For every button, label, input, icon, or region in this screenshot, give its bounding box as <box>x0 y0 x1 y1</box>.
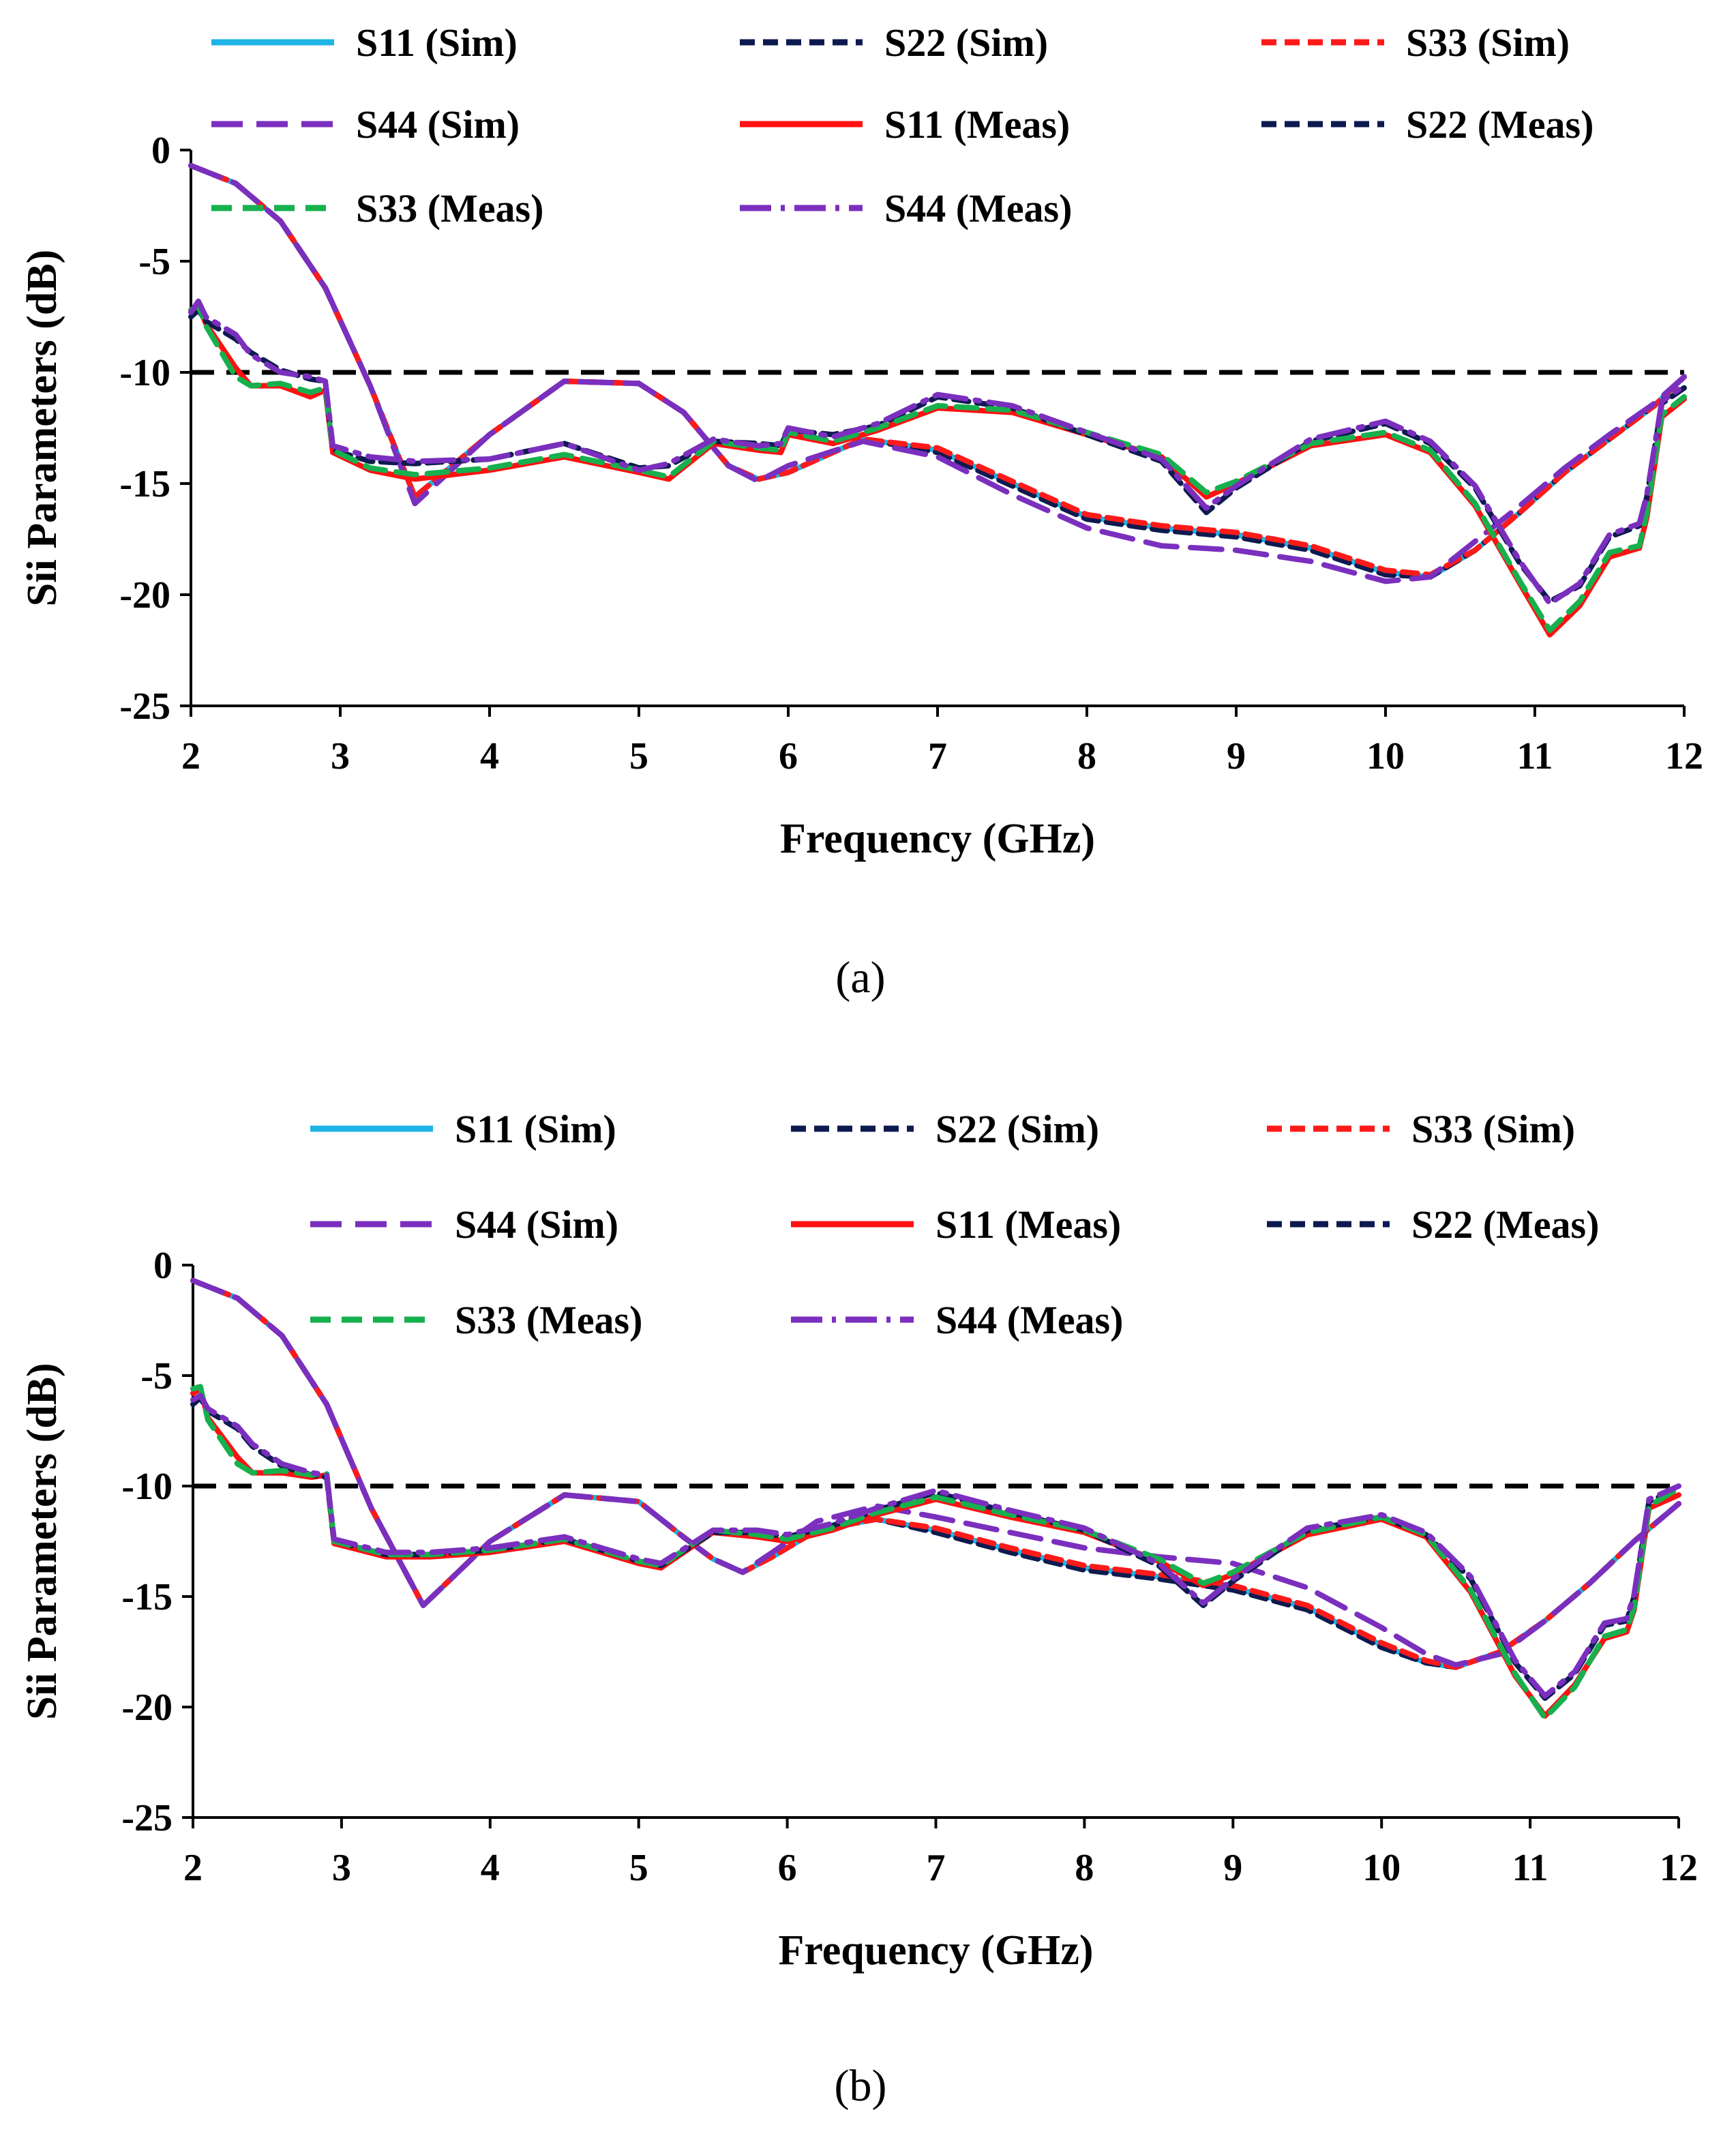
y-tick-label: -25 <box>119 685 170 728</box>
x-tick-label: 4 <box>480 735 499 777</box>
legend-label-s11-meas: S11 (Meas) <box>884 102 1070 147</box>
x-tick-label: 2 <box>181 735 200 777</box>
legend-label-s22-meas: S22 (Meas) <box>1411 1202 1599 1247</box>
x-tick-label: 9 <box>1227 735 1246 777</box>
legend-label-s44-meas: S44 (Meas) <box>884 186 1072 231</box>
legend-label-s33-meas: S33 (Meas) <box>356 186 543 231</box>
y-axis-title: Sii Parameters (dB) <box>19 250 65 606</box>
x-axis-title: Frequency (GHz) <box>778 1927 1093 1974</box>
panel-label-a: (a) <box>835 953 885 1003</box>
x-tick-label: 7 <box>927 1847 946 1889</box>
y-tick-label: -20 <box>121 1687 173 1729</box>
x-tick-label: 12 <box>1665 735 1703 777</box>
x-tick-label: 8 <box>1075 1847 1094 1889</box>
y-tick-label: -10 <box>121 1466 173 1508</box>
x-tick-label: 11 <box>1512 1847 1548 1889</box>
series-line-s33-meas <box>188 303 1687 634</box>
chart-panel-b: 0 -5 -10 -15 -20 -252 3 4 5 6 7 8 9 10 11 12 Frequency (… <box>19 1107 1698 2111</box>
y-tick-label: -5 <box>138 241 170 283</box>
x-tick-label: 6 <box>779 735 798 777</box>
x-tick-label: 5 <box>629 1847 648 1889</box>
y-tick-label: -5 <box>140 1355 173 1397</box>
legend-label-s11-sim: S11 (Sim) <box>356 20 518 65</box>
x-tick-label: 12 <box>1660 1847 1698 1889</box>
y-axis-title: Sii Parameters (dB) <box>19 1363 65 1719</box>
y-tick-label: 0 <box>151 130 170 172</box>
legend-label-s44-meas: S44 (Meas) <box>936 1298 1123 1342</box>
legend-label-s11-meas: S11 (Meas) <box>936 1202 1121 1247</box>
legend-label-s33-sim: S33 (Sim) <box>1411 1107 1575 1151</box>
legend-label-s11-sim: S11 (Sim) <box>455 1107 616 1151</box>
series-line-s33-sim <box>188 162 1687 578</box>
legend-label-s22-meas: S22 (Meas) <box>1406 102 1593 147</box>
x-axis-title: Frequency (GHz) <box>780 816 1095 862</box>
x-tick-label: 9 <box>1223 1847 1242 1889</box>
series-line-s22-meas <box>190 1395 1681 1701</box>
y-tick-label: -15 <box>121 1576 173 1618</box>
legend-label-s22-sim: S22 (Sim) <box>936 1107 1099 1151</box>
legend-label-s44-sim: S44 (Sim) <box>356 102 520 147</box>
y-tick-label: 0 <box>153 1245 173 1287</box>
x-tick-label: 3 <box>332 1847 351 1889</box>
x-tick-label: 3 <box>331 735 350 777</box>
x-tick-label: 10 <box>1362 1847 1401 1889</box>
y-tick-label: -10 <box>119 352 170 394</box>
series-line-s44-meas <box>188 298 1687 606</box>
x-tick-label: 10 <box>1366 735 1405 777</box>
y-tick-label: -25 <box>121 1797 173 1839</box>
x-tick-label: 8 <box>1077 735 1096 777</box>
panel-label-b: (b) <box>835 2061 887 2111</box>
legend-label-s33-sim: S33 (Sim) <box>1406 20 1570 65</box>
legend-label-s22-sim: S22 (Sim) <box>884 20 1048 65</box>
chart-panel-a: 0 -5 -10 -15 -20 -25 2 3 4 5 6 7 8 9 10 11 12 Frequency (… <box>19 20 1703 1003</box>
y-tick-label: -20 <box>119 574 170 617</box>
x-tick-label: 6 <box>778 1847 797 1889</box>
legend-label-s33-meas: S33 (Meas) <box>455 1298 642 1342</box>
series-line-s44-meas <box>190 1393 1681 1699</box>
x-tick-label: 5 <box>629 735 648 777</box>
x-tick-label: 4 <box>481 1847 500 1889</box>
x-tick-label: 7 <box>928 735 947 777</box>
x-tick-label: 11 <box>1517 735 1553 777</box>
x-tick-label: 2 <box>183 1847 203 1889</box>
y-tick-label: -15 <box>119 463 170 505</box>
legend-label-s44-sim: S44 (Sim) <box>455 1202 618 1247</box>
